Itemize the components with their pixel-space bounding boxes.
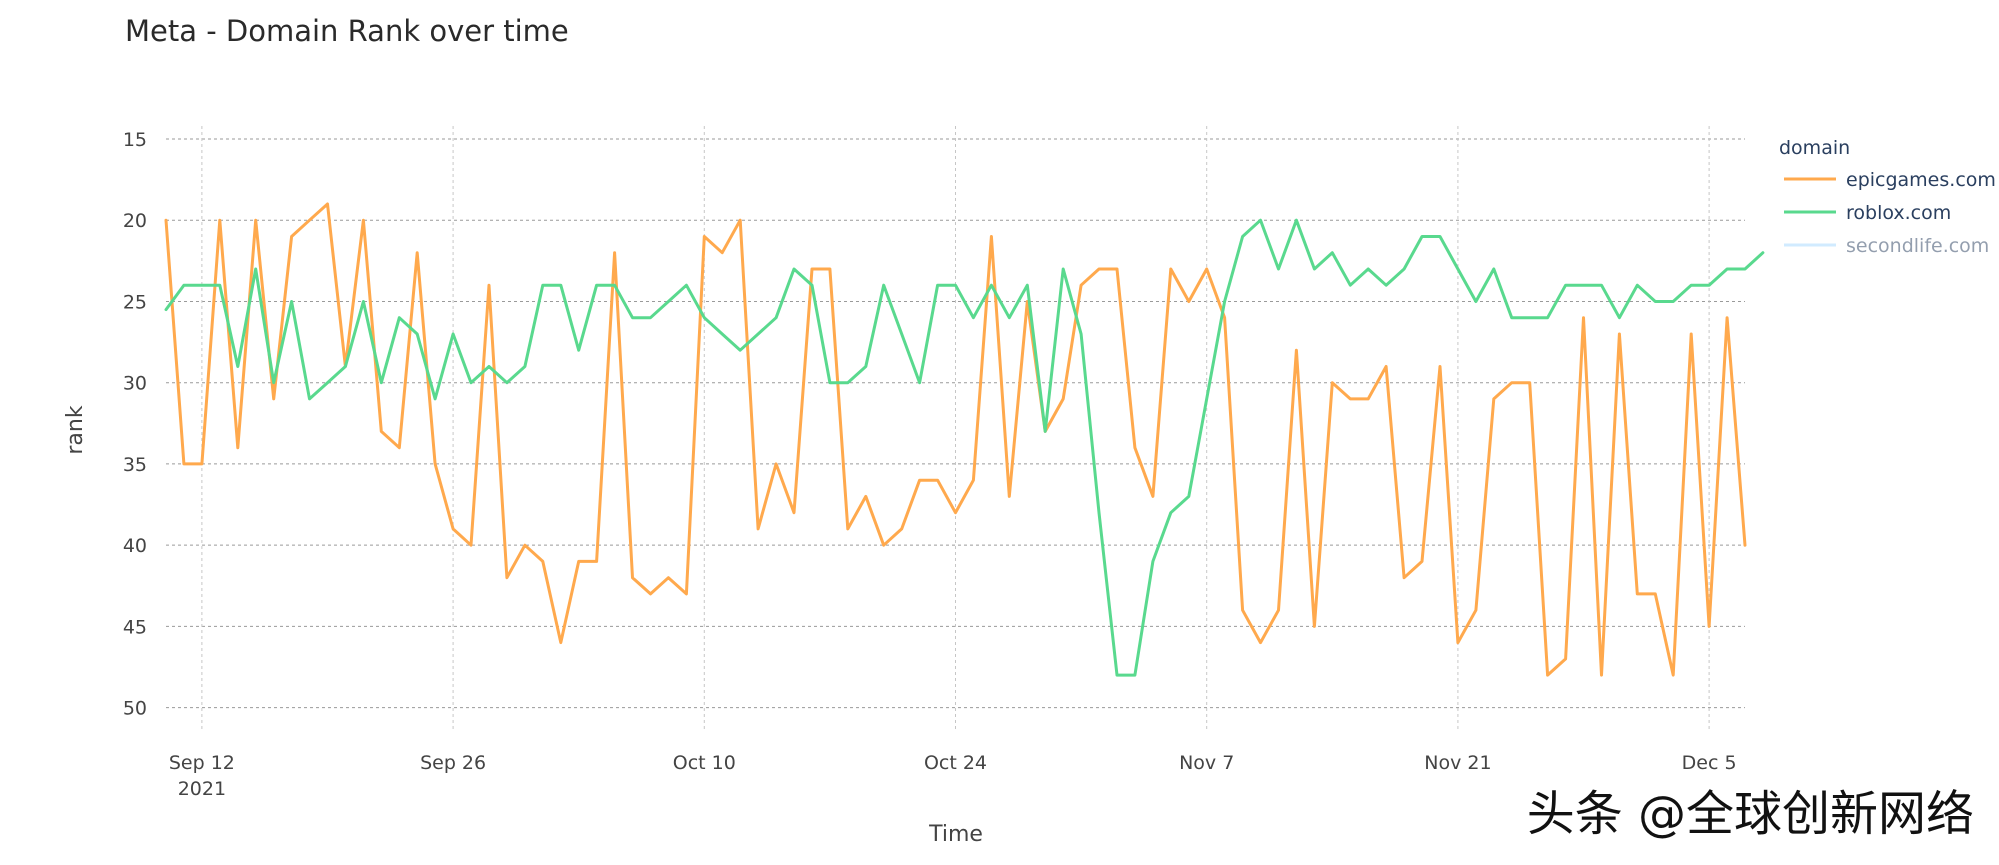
x-tick-label: Dec 5 [1682, 752, 1737, 774]
x-gridlines [201, 126, 1710, 732]
legend-item-epicgames-com[interactable]: epicgames.com [1784, 169, 1996, 191]
x-tick-label: Nov 21 [1424, 752, 1491, 774]
watermark: 头条 @全球创新网络 [1527, 786, 1974, 842]
x-tick-label: Oct 24 [924, 752, 987, 774]
series-line-roblox-com [164, 218, 1765, 677]
x-axis: Sep 12 2021 Sep 26 Oct 10 Oct 24 Nov 7 Nov 21 D… [169, 752, 1737, 800]
series-lines [164, 202, 1765, 677]
legend-label: roblox.com [1846, 202, 1951, 224]
x-axis-title: Time [928, 822, 983, 847]
legend-item-roblox-com[interactable]: roblox.com [1784, 202, 1951, 224]
y-tick-label: 20 [123, 210, 147, 232]
y-tick-label: 35 [123, 454, 147, 476]
y-tick-label: 45 [123, 616, 147, 638]
y-tick-label: 15 [123, 129, 147, 151]
legend-label: epicgames.com [1846, 169, 1996, 191]
x-tick-label: Nov 7 [1179, 752, 1234, 774]
x-tick-label: Oct 10 [673, 752, 736, 774]
chart-title: Meta - Domain Rank over time [125, 14, 569, 48]
y-axis-title: rank [63, 405, 88, 454]
legend-label: secondlife.com [1846, 235, 1989, 257]
y-tick-label: 50 [123, 698, 147, 720]
y-axis: 15 20 25 30 35 40 45 50 [123, 129, 147, 720]
y-tick-label: 25 [123, 291, 147, 313]
series-line-epicgames-com [164, 202, 1747, 677]
y-tick-label: 40 [123, 535, 147, 557]
x-tick-sublabel: 2021 [178, 778, 226, 800]
legend-item-secondlife-com[interactable]: secondlife.com [1784, 235, 1989, 257]
legend-title: domain [1779, 137, 1850, 159]
x-tick-label: Sep 12 [169, 752, 235, 774]
y-tick-label: 30 [123, 373, 147, 395]
legend[interactable]: domain epicgames.com roblox.com secondlife… [1779, 137, 1996, 257]
x-tick-label: Sep 26 [420, 752, 486, 774]
